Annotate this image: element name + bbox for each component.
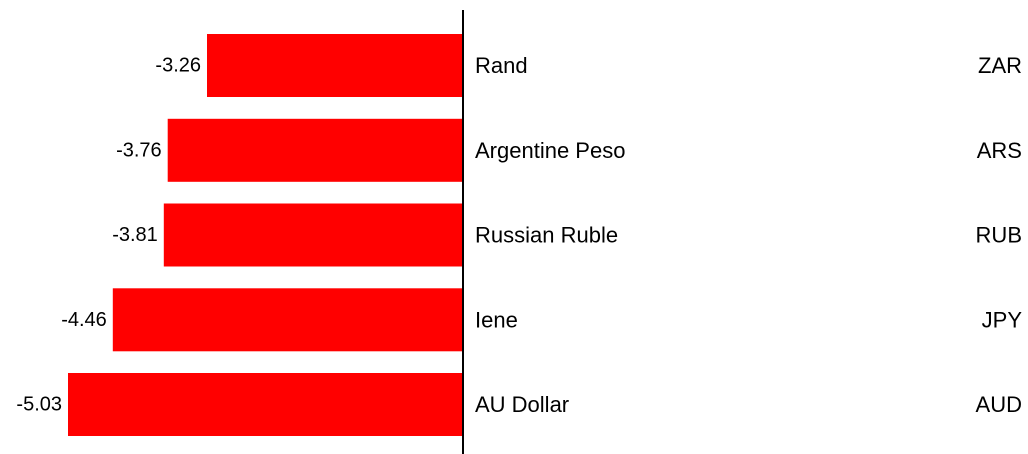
value-label-zar: -3.26 (155, 55, 201, 77)
code-label-zar: ZAR (978, 53, 1022, 78)
category-label-jpy: Iene (475, 307, 518, 332)
code-label-ars: ARS (977, 138, 1022, 163)
code-label-jpy: JPY (982, 307, 1023, 332)
category-label-zar: Rand (475, 53, 528, 78)
bar-aud (68, 373, 463, 436)
value-labels-group: -3.26 -3.76 -3.81 -4.46 -5.03 (16, 55, 201, 416)
code-label-aud: AUD (976, 392, 1022, 417)
bar-jpy (112, 288, 464, 352)
category-label-ars: Argentine Peso (475, 138, 625, 163)
value-label-aud: -5.03 (16, 394, 62, 416)
category-label-aud: AU Dollar (475, 392, 569, 417)
value-label-ars: -3.76 (116, 139, 162, 161)
bar-ars (167, 118, 463, 182)
category-labels-group: Rand Argentine Peso Russian Ruble Iene AU Do… (475, 53, 625, 417)
bar-rub (163, 203, 464, 267)
value-label-jpy: -4.46 (61, 309, 107, 331)
code-label-rub: RUB (976, 223, 1022, 248)
bar-zar (207, 34, 463, 97)
bars-group (68, 34, 464, 436)
code-labels-group: ZAR ARS RUB JPY AUD (976, 53, 1023, 417)
value-label-rub: -3.81 (112, 224, 158, 246)
category-label-rub: Russian Ruble (475, 223, 618, 248)
